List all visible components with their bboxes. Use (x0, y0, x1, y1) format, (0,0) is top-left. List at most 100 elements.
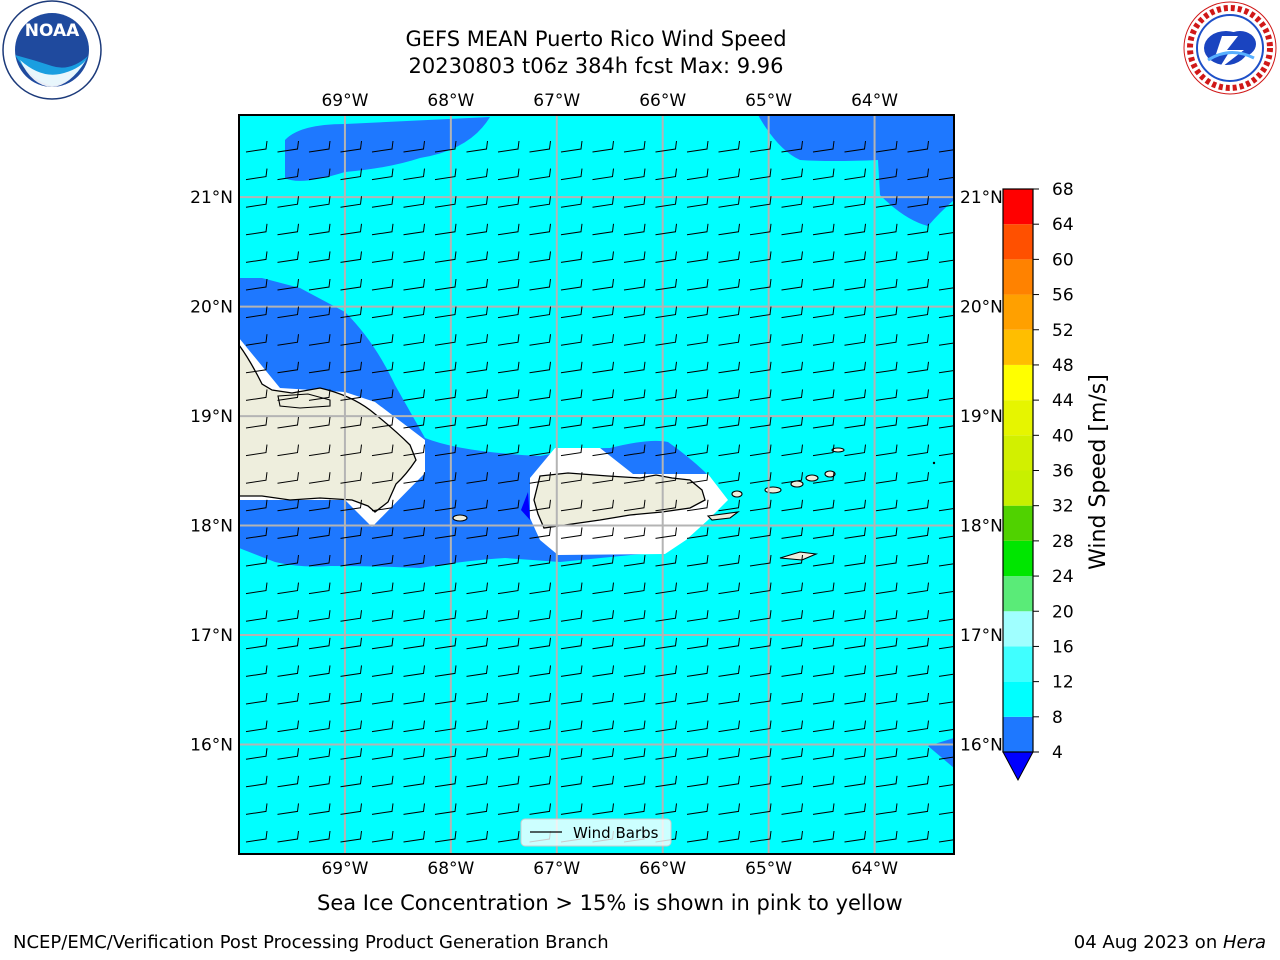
wind-barb (560, 444, 583, 457)
wind-barb (340, 444, 362, 457)
wind-barb (781, 334, 803, 346)
wind-barb (497, 803, 520, 815)
map-frame (238, 114, 955, 855)
wind-barb (623, 554, 646, 567)
wind-barb (434, 499, 457, 512)
wind-barb (246, 859, 267, 870)
wind-barb (497, 251, 520, 263)
wind-barb (623, 334, 646, 346)
noaa-logo-text: NOAA (25, 21, 80, 41)
wind-barb (434, 306, 457, 319)
wind-barb (592, 416, 614, 429)
wind-barb (371, 278, 394, 291)
wind-barbs (245, 140, 954, 870)
wind-barb (781, 748, 803, 760)
wind-barb (875, 389, 898, 401)
wind-barb (434, 389, 457, 401)
wind-barb (655, 306, 677, 319)
wind-barb (623, 527, 646, 539)
wind-barb (403, 803, 425, 815)
wind-barb (560, 306, 583, 319)
st-thomas-island (764, 486, 782, 494)
lat-tick-label-right: 18°N (960, 517, 1003, 537)
culebra-island (731, 490, 743, 498)
wind-barb (560, 223, 583, 236)
wind-barb (686, 196, 709, 208)
wind-barb (245, 830, 268, 843)
wind-barb (497, 168, 520, 181)
wind-barb (718, 720, 740, 733)
wind-barb (812, 223, 835, 236)
wind-barb (907, 361, 929, 374)
wind-barb (371, 361, 394, 374)
wind-barb (592, 389, 614, 401)
footer-branch: NCEP/EMC/Verification Post Processing Pr… (13, 932, 609, 953)
wind-barb (781, 803, 803, 815)
wind-barb (938, 811, 954, 815)
wind-barb (812, 168, 835, 181)
colorbar-tick-label: 28 (1052, 532, 1074, 552)
wind-barb (875, 278, 898, 291)
wind-barb (781, 527, 803, 539)
wind-barb (655, 251, 677, 263)
wind-barb (875, 554, 898, 567)
colorbar-bin (1003, 400, 1033, 436)
wind-barb (371, 665, 394, 677)
wind-barb (875, 416, 898, 429)
wind-barb (497, 527, 520, 539)
wind-barb (844, 140, 866, 153)
wind-barb (529, 692, 551, 705)
lon-tick-label-top: 65°W (745, 91, 792, 111)
wind-barb (686, 748, 709, 760)
wind-barb (560, 554, 583, 567)
wind-barb (434, 278, 457, 291)
wind-barb (434, 748, 457, 760)
wind-barb (781, 196, 803, 208)
wind-barb (466, 499, 488, 512)
wind-barb (686, 416, 709, 429)
wind-barb (308, 554, 331, 567)
wind-barb (907, 223, 929, 236)
lat-tick-label-right: 21°N (960, 188, 1003, 208)
wind-barb (844, 499, 866, 512)
wind-barb (749, 610, 772, 622)
wind-barb (718, 803, 740, 815)
wind-barb (686, 692, 709, 705)
wind-barb (907, 610, 929, 622)
wind-barb (592, 720, 614, 733)
wind-barb (371, 334, 394, 346)
wind-barb (245, 223, 268, 236)
wind-barb (655, 527, 677, 539)
wind-barb (497, 692, 520, 705)
wind-barb (403, 554, 425, 567)
wind-barb (938, 535, 954, 539)
colorbar-bin (1003, 189, 1033, 225)
wind-barb (340, 361, 362, 374)
sombrero-island (932, 461, 936, 465)
wind-barb (812, 775, 835, 788)
wind-barb (907, 499, 929, 512)
wind-barb (340, 610, 362, 622)
footer-date-text: 04 Aug 2023 on (1073, 932, 1223, 953)
wind-barb (403, 361, 425, 374)
wind-barb (466, 389, 488, 401)
colorbar-tick-label: 8 (1052, 708, 1063, 728)
lat-tick-label-left: 19°N (190, 407, 233, 427)
wind-barb (340, 554, 362, 567)
colorbar-tick-label: 20 (1052, 602, 1074, 622)
wind-barb (938, 756, 954, 760)
wind-barb (371, 637, 394, 650)
colorbar-bin (1003, 435, 1033, 471)
wind-barb (655, 665, 677, 677)
wind-barb (308, 306, 331, 319)
wind-barb (812, 582, 835, 595)
wind-barb (875, 830, 898, 843)
wind-barb (907, 692, 929, 705)
wind-barb (245, 361, 268, 374)
wind-barb (938, 452, 954, 457)
wind-barb (466, 140, 488, 153)
wind-barb (277, 278, 299, 291)
wind-barb (781, 416, 803, 429)
wind-barb (592, 278, 614, 291)
wind-barb (686, 223, 709, 236)
